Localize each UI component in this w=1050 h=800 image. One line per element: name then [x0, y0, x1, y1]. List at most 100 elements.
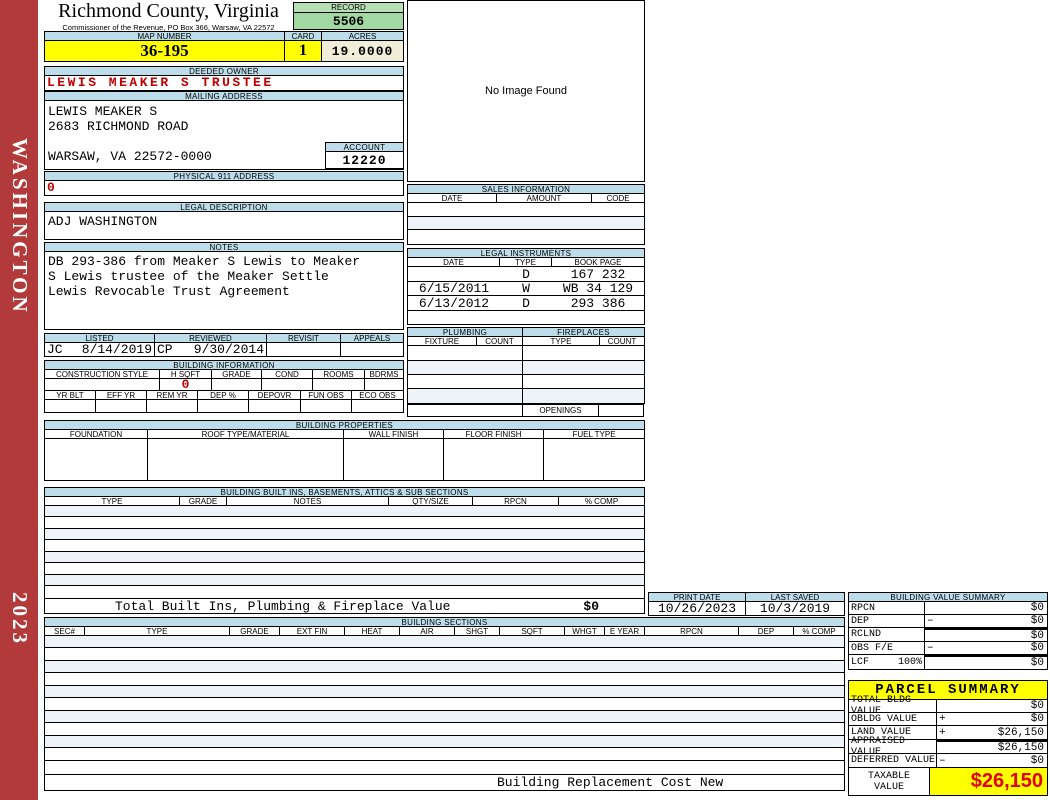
section-row: [45, 673, 844, 686]
yrblt-value: [45, 400, 96, 412]
parcel-summary-header: PARCEL SUMMARY: [848, 680, 1048, 700]
sales-amount-header: AMOUNT: [497, 194, 592, 203]
legal-instruments-table: LEGAL INSTRUMENTS DATE TYPE BOOK PAGE D …: [407, 248, 645, 325]
builtin-row: [45, 552, 644, 563]
reviewed-value: CP 9/30/2014: [155, 342, 267, 357]
cond-value: [262, 379, 313, 390]
parcel-row-land: LAND VALUE + $26,150: [849, 726, 1047, 740]
sales-row: [408, 230, 644, 244]
depovr-header: DEPOVR: [249, 391, 301, 400]
hsqft-header: H SQFT: [160, 370, 212, 379]
sidebar: WASHINGTON 2023: [0, 0, 38, 800]
instrument-row: 6/15/2011 W WB 34 129: [408, 281, 644, 296]
fireplaces-table: FIREPLACES TYPE COUNT: [522, 327, 645, 404]
photo-placeholder: No Image Found: [407, 0, 645, 182]
section-row: [45, 711, 844, 723]
replacement-cost-label: Building Replacement Cost New: [497, 775, 724, 790]
reviewed-header: REVIEWED: [155, 334, 267, 343]
floor-finish-value: [444, 439, 544, 480]
sec-extfin-header: EXT FIN: [280, 627, 345, 636]
grade-value: [212, 379, 262, 390]
section-row: [45, 698, 844, 711]
plumbing-row: [408, 361, 522, 375]
sec-shgt-header: SHGT: [455, 627, 500, 636]
roof-header: ROOF TYPE/MATERIAL: [148, 430, 344, 439]
card-value: 1: [285, 41, 322, 61]
parcel-row-totalbldg: TOTAL BLDG VALUE $0: [849, 695, 1047, 717]
taxable-value-amount: $26,150: [929, 767, 1048, 796]
parcel-row-deferred: DEFERRED VALUE – $0: [851, 754, 1044, 767]
notes-line-1: DB 293-386 from Meaker S Lewis to Meaker: [48, 254, 361, 269]
last-saved-value: 10/3/2019: [759, 601, 831, 616]
parcel-row-appraised: APPRAISED VALUE $26,150: [849, 736, 1047, 758]
fireplace-row: [523, 361, 644, 375]
wall-finish-value: [344, 439, 444, 480]
builtin-row: [45, 575, 644, 586]
print-info-table: PRINT DATE LAST SAVED 10/26/2023 10/3/20…: [648, 592, 845, 616]
deppct-header: DEP %: [198, 391, 249, 400]
notes-line-3: Lewis Revocable Trust Agreement: [48, 284, 290, 299]
sales-row: [408, 203, 644, 217]
notes-line-2: S Lewis trustee of the Meaker Settle: [48, 269, 329, 284]
fireplace-row: [523, 375, 644, 389]
county-subtitle: Commissioner of the Revenue, PO Box 366,…: [62, 23, 275, 32]
sec-eyear-header: E YEAR: [605, 627, 645, 636]
construction-style-value: [45, 379, 160, 390]
fireplace-row: [523, 389, 644, 403]
built-ins-table: BUILDING BUILT INS, BASEMENTS, ATTICS & …: [44, 487, 645, 614]
openings-spacer-cell: [407, 404, 523, 417]
builtin-notes-header: NOTES: [227, 497, 389, 506]
sales-row: [408, 217, 644, 230]
sec-heat-header: HEAT: [345, 627, 400, 636]
sales-date-header: DATE: [408, 194, 497, 203]
builtin-row: [45, 529, 644, 540]
section-row: [45, 736, 844, 748]
mailing-line-1: LEWIS MEAKER S: [48, 104, 158, 119]
bvs-row-rclnd: RCLND $0: [849, 628, 1047, 642]
acres-value: 19.0000: [322, 41, 403, 61]
fireplace-count-header: COUNT: [607, 336, 637, 346]
sec-whgt-header: WHGT: [565, 627, 605, 636]
builtin-grade-header: GRADE: [180, 497, 227, 506]
hsqft-value: 0: [160, 377, 212, 392]
sec-rpcn-header: RPCN: [645, 627, 739, 636]
ecoobs-value: [352, 400, 403, 412]
openings-count-cell: [598, 404, 644, 417]
sec-grade-header: GRADE: [230, 627, 280, 636]
builtin-rpcn-header: RPCN: [473, 497, 559, 506]
fuel-type-value: [544, 439, 644, 480]
sec-sqft-header: SQFT: [500, 627, 565, 636]
record-value: 5506: [293, 12, 404, 30]
remyr-header: REM YR: [147, 391, 198, 400]
sec-type-header: TYPE: [85, 627, 230, 636]
review-table: LISTED REVIEWED REVISIT APPEALS JC 8/14/2…: [44, 333, 404, 357]
built-ins-total-value: $0: [583, 598, 599, 614]
deppct-value: [198, 400, 249, 412]
instrument-bookpage-header: BOOK PAGE: [574, 257, 622, 267]
map-number-value: 36-195: [45, 41, 285, 61]
effyr-header: EFF YR: [96, 391, 147, 400]
parcel-row-obldg: OBLDG VALUE + $0: [849, 713, 1047, 726]
mailing-line-3: WARSAW, VA 22572-0000: [48, 149, 212, 164]
cond-header: COND: [262, 370, 313, 379]
print-date-header: PRINT DATE: [649, 593, 746, 602]
fireplace-row: [523, 346, 644, 361]
sec-air-header: AIR: [400, 627, 455, 636]
section-row: [45, 748, 844, 761]
builtin-comp-header: % COMP: [584, 496, 619, 506]
foundation-value: [45, 439, 148, 480]
plumbing-row: [408, 389, 522, 403]
print-date-value: 10/26/2023: [649, 601, 746, 616]
county-title: Richmond County, Virginia: [58, 0, 279, 22]
legal-description-value: ADJ WASHINGTON: [44, 211, 404, 240]
parcel-summary: PARCEL SUMMARY TOTAL BLDG VALUE $0 OBLDG…: [848, 680, 1048, 796]
building-sections-footer: Building Replacement Cost New: [44, 774, 845, 791]
plumbing-table: PLUMBING FIXTURE COUNT: [407, 327, 523, 404]
wall-finish-header: WALL FINISH: [344, 430, 444, 439]
funobs-value: [301, 400, 352, 412]
depovr-value: [249, 400, 301, 412]
grade-header: GRADE: [212, 370, 262, 379]
fireplace-type-header: TYPE: [523, 337, 600, 346]
section-row: [45, 661, 844, 673]
